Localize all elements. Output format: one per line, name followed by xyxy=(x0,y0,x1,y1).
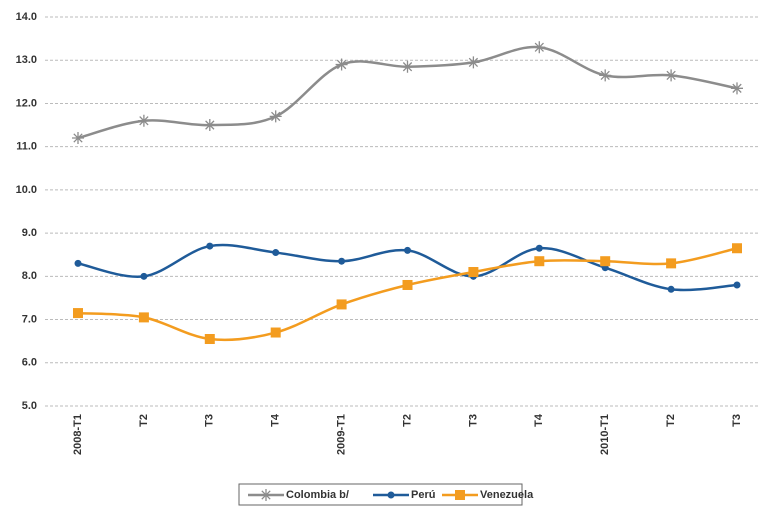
marker xyxy=(404,246,411,254)
x-tick-label: T3 xyxy=(467,414,479,427)
marker xyxy=(535,244,543,252)
y-tick-label: 8.0 xyxy=(22,270,37,282)
y-tick-label: 6.0 xyxy=(22,357,37,369)
marker xyxy=(272,249,280,257)
marker xyxy=(269,110,282,123)
marker xyxy=(387,491,395,499)
marker xyxy=(338,257,346,265)
marker xyxy=(665,69,678,82)
marker xyxy=(666,258,677,269)
marker xyxy=(140,272,148,280)
marker xyxy=(731,82,743,95)
x-tick-label: T2 xyxy=(401,414,413,427)
marker xyxy=(533,41,546,54)
marker xyxy=(401,60,414,73)
marker xyxy=(468,267,479,278)
y-tick-label: 12.0 xyxy=(16,97,37,109)
marker xyxy=(732,243,742,254)
marker xyxy=(534,256,545,267)
marker xyxy=(402,279,413,290)
y-tick-label: 10.0 xyxy=(16,184,37,196)
marker xyxy=(206,242,214,250)
marker xyxy=(600,256,611,267)
x-tick-label: T3 xyxy=(204,414,216,427)
marker xyxy=(599,69,612,82)
x-tick-label: T2 xyxy=(665,414,677,427)
x-tick-label: 2009-T1 xyxy=(336,414,348,455)
marker xyxy=(667,285,675,293)
marker xyxy=(260,489,272,501)
marker xyxy=(455,490,465,500)
x-tick-label: T3 xyxy=(731,414,743,427)
y-tick-label: 14.0 xyxy=(16,11,37,23)
legend-label: Perú xyxy=(411,489,435,501)
y-tick-label: 9.0 xyxy=(22,227,37,239)
legend-label: Venezuela xyxy=(480,489,534,501)
marker xyxy=(203,119,216,132)
marker xyxy=(138,312,149,323)
x-tick-label: T4 xyxy=(533,413,545,427)
x-tick-label: 2008-T1 xyxy=(72,414,84,455)
marker xyxy=(467,56,480,69)
marker xyxy=(137,114,150,127)
marker xyxy=(336,299,347,310)
y-tick-label: 11.0 xyxy=(16,141,37,153)
marker xyxy=(335,58,348,71)
marker xyxy=(733,281,741,289)
marker xyxy=(270,327,281,338)
y-tick-label: 5.0 xyxy=(22,400,37,412)
marker xyxy=(74,259,82,267)
marker xyxy=(72,132,84,145)
x-tick-label: T2 xyxy=(138,414,150,427)
marker xyxy=(73,308,83,319)
legend-label: Colombia b/ xyxy=(286,489,349,501)
x-tick-label: 2010-T1 xyxy=(599,414,611,455)
x-tick-label: T4 xyxy=(270,413,282,427)
y-tick-label: 7.0 xyxy=(22,313,37,325)
marker xyxy=(204,334,215,345)
y-tick-label: 13.0 xyxy=(16,54,37,66)
